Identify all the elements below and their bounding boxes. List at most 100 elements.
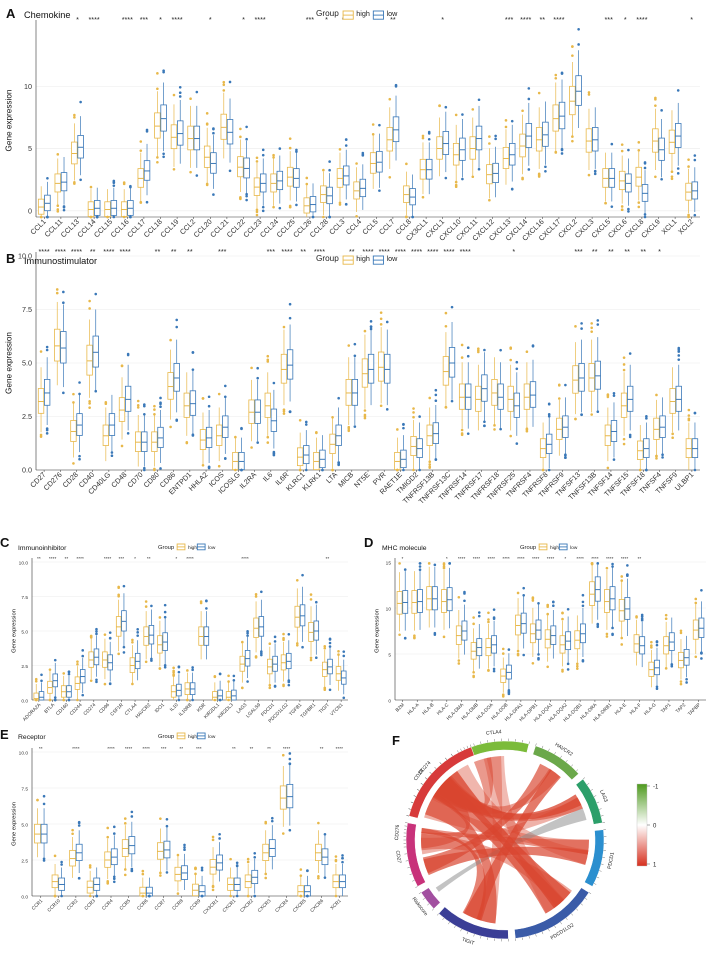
sector-tick [480, 741, 482, 744]
outlier-point [655, 640, 659, 644]
box-high [60, 672, 67, 702]
outlier-point [676, 89, 680, 92]
box-body [610, 420, 618, 442]
outlier-point [347, 429, 351, 433]
outlier-point [95, 894, 99, 898]
outlier-point [153, 467, 156, 471]
outlier-point [256, 366, 259, 370]
outlier-point [645, 468, 648, 472]
x-tick-label: TAPBP [687, 702, 702, 717]
outlier-point [501, 652, 505, 655]
significance-label: **** [443, 247, 454, 256]
box-low [400, 422, 407, 472]
outlier-point [428, 466, 432, 469]
outlier-point [427, 562, 431, 565]
sector-tick [415, 886, 418, 888]
box-body [481, 374, 488, 402]
chord-link [436, 776, 582, 820]
outlier-point [42, 802, 46, 806]
significance-label: * [175, 556, 177, 562]
outlier-point [369, 325, 373, 329]
outlier-point [622, 363, 626, 366]
box-high [157, 616, 163, 670]
box-body [118, 397, 126, 422]
outlier-point [73, 180, 76, 184]
outlier-point [62, 301, 65, 305]
outlier-point [183, 848, 186, 851]
outlier-point [347, 427, 351, 431]
outlier-point [687, 158, 690, 161]
outlier-point [218, 672, 222, 676]
outlier-point [305, 176, 309, 180]
outlier-point [483, 424, 486, 428]
outlier-point [95, 680, 98, 684]
outlier-point [571, 135, 574, 138]
x-tick-label: IL10RB [178, 702, 194, 718]
box-body [519, 133, 526, 158]
box-high [313, 431, 320, 471]
outlier-point [654, 175, 657, 179]
outlier-point [178, 85, 182, 89]
outlier-point [261, 148, 265, 152]
y-axis-label: Gene expression [375, 609, 381, 653]
outlier-point [282, 684, 285, 688]
significance-label: ** [171, 247, 177, 256]
box-high [151, 404, 158, 472]
x-tick-label: XCL1 [659, 217, 678, 236]
outlier-point [337, 462, 340, 466]
outlier-point [162, 152, 165, 156]
outlier-point [576, 667, 579, 670]
x-tick-label: CD48 [109, 470, 128, 489]
outlier-point [434, 458, 438, 461]
chord-link [435, 808, 587, 892]
outlier-point [228, 169, 232, 173]
outlier-point [355, 162, 358, 165]
box-low [691, 411, 699, 472]
outlier-point [288, 828, 292, 832]
outlier-point [679, 682, 683, 686]
box-low [243, 125, 250, 202]
box-low [367, 320, 375, 406]
outlier-point [574, 325, 577, 328]
outlier-point [461, 113, 464, 116]
outlier-point [245, 198, 248, 202]
significance-label: **** [283, 746, 291, 752]
box-high [71, 113, 78, 185]
sector-tick [408, 808, 411, 810]
outlier-point [433, 563, 437, 567]
outlier-point [342, 650, 346, 653]
box-body [436, 136, 443, 160]
box-low [658, 109, 665, 181]
box-low [108, 394, 116, 458]
outlier-point [413, 635, 416, 639]
outlier-point [605, 632, 609, 636]
box-low [668, 617, 675, 668]
outlier-point [637, 141, 641, 144]
box-body [226, 119, 234, 145]
box-low [562, 383, 569, 460]
x-tick-label: CXCR3 [257, 898, 273, 914]
box-high [308, 593, 314, 662]
box-low [416, 415, 423, 472]
outlier-point [106, 826, 110, 830]
outlier-point [299, 874, 303, 877]
outlier-point [129, 184, 132, 188]
outlier-point [178, 95, 182, 98]
significance-label: * [690, 15, 693, 24]
box-high [104, 189, 111, 219]
outlier-point [557, 384, 561, 387]
sector-tick [406, 815, 409, 817]
box-low [461, 590, 468, 655]
box-body [361, 358, 369, 388]
outlier-point [487, 669, 490, 672]
box-high [403, 162, 410, 219]
outlier-point [457, 595, 461, 599]
box-body [170, 124, 178, 150]
outlier-point [162, 155, 165, 159]
box-low [359, 151, 367, 210]
box-body [86, 344, 93, 376]
outlier-point [81, 693, 85, 697]
box-high [54, 153, 62, 213]
outlier-point [547, 402, 551, 406]
sector-tick [457, 750, 459, 753]
